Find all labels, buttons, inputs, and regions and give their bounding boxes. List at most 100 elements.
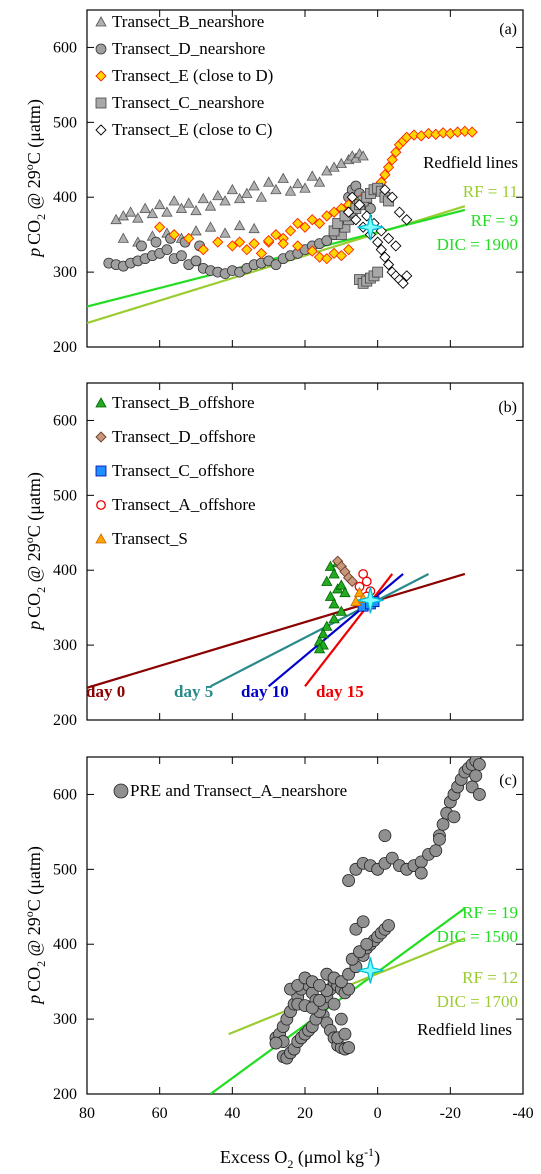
day10-label: day 10 [241, 682, 289, 701]
data-point [361, 576, 372, 587]
data-point [401, 214, 413, 226]
data-point [313, 979, 326, 992]
data-point [197, 192, 209, 204]
data-point [168, 195, 180, 206]
data-point [466, 126, 478, 138]
legend-label: Transect_C_nearshore [112, 93, 264, 112]
rf19-label: RF = 19 [462, 903, 518, 922]
legend-label: Transect_B_nearshore [112, 12, 264, 31]
data-point [408, 129, 420, 141]
data-point [219, 227, 231, 238]
data-point [161, 206, 173, 217]
data-point [313, 217, 326, 230]
y-tick-label: 600 [53, 39, 77, 56]
data-point [328, 613, 340, 624]
data-point [321, 235, 333, 247]
data-point [342, 244, 355, 256]
data-point [350, 595, 362, 607]
line-day-0 [87, 572, 466, 689]
data-point [117, 232, 130, 243]
legend-label: Transect_E (close to C) [112, 120, 272, 139]
redfield-label-c: Redfield lines [417, 1020, 512, 1039]
line-rf-9 [87, 208, 466, 308]
data-point [342, 874, 356, 887]
x-tick-label: 20 [297, 1105, 313, 1122]
data-point [335, 579, 348, 590]
data-point [328, 598, 340, 609]
data-point [313, 643, 326, 654]
data-point [284, 225, 297, 237]
legend-label: Transect_D_nearshore [112, 39, 265, 58]
data-point [233, 236, 246, 248]
data-point [269, 1036, 283, 1050]
rf9-label: RF = 9 [471, 211, 518, 230]
legend-marker-icon [95, 431, 107, 443]
data-point [212, 236, 224, 248]
legend-item-transect-d-nearshore: Transect_D_nearshore [112, 39, 265, 58]
line-day-5 [210, 572, 430, 688]
data-point [306, 214, 318, 226]
series-transect-b-offshore [313, 556, 351, 654]
data-point [132, 212, 144, 223]
data-point [334, 1012, 348, 1026]
y-tick-label: 300 [53, 637, 77, 654]
ticks-b: 200 300 400 500 600 [53, 383, 524, 729]
data-point [284, 185, 297, 196]
rf12-label: RF = 12 [462, 968, 518, 987]
legend-label: Transect_E (close to D) [112, 66, 273, 85]
data-point [433, 832, 446, 846]
data-point [248, 238, 260, 250]
plot-frame-c [86, 756, 524, 1095]
reference-star-icon [357, 957, 384, 984]
data-point [190, 204, 202, 216]
data-point [459, 125, 471, 137]
data-point [436, 818, 450, 831]
dic1900-label: DIC = 1900 [437, 235, 518, 254]
data-point [255, 191, 268, 202]
data-point [393, 206, 406, 218]
data-point [375, 244, 387, 256]
data-point [382, 161, 395, 173]
x-tick-label: 40 [224, 1105, 240, 1122]
data-point [429, 844, 443, 858]
x-tick-label: -40 [512, 1105, 533, 1122]
data-point [313, 176, 326, 187]
data-point [386, 191, 398, 203]
data-point [306, 245, 318, 257]
legend-marker-icon [113, 783, 129, 799]
data-point [233, 192, 246, 204]
data-point [313, 251, 326, 263]
y-axis-label-b: pCO2 @ 29oC (μatm) [22, 472, 48, 632]
legend-marker-icon [95, 70, 107, 82]
day15-label: day 15 [316, 682, 364, 701]
x-tick-label: 60 [152, 1105, 168, 1122]
y-tick-label: 300 [53, 264, 77, 281]
data-point [372, 266, 384, 278]
data-point [226, 183, 239, 195]
y-tick-label: 600 [53, 786, 77, 803]
data-point [346, 575, 358, 588]
data-point [321, 620, 333, 631]
panel-a: 200 300 400 500 600 (a) Redfield lines RF = … [22, 9, 524, 356]
rf11-label: RF = 11 [463, 182, 518, 201]
data-point [204, 200, 217, 211]
data-point [339, 586, 351, 598]
data-point [382, 258, 395, 271]
data-point [306, 170, 318, 181]
data-point [292, 177, 304, 189]
plot-frame-a [86, 9, 524, 348]
legend-c: PRE and Transect_A_nearshore [113, 781, 347, 800]
legend-marker-icon [95, 397, 107, 408]
data-point [317, 628, 329, 639]
dic1500-label: DIC = 1500 [437, 927, 518, 946]
x-tick-label: 80 [79, 1105, 95, 1122]
y-tick-label: 400 [53, 189, 77, 206]
data-point [270, 259, 282, 271]
panel-label-c: (c) [499, 772, 517, 789]
data-point [321, 252, 333, 265]
y-tick-label: 300 [53, 1011, 77, 1028]
reference-star-icon [357, 214, 384, 241]
ticks-a: 200 300 400 500 600 [53, 10, 524, 356]
